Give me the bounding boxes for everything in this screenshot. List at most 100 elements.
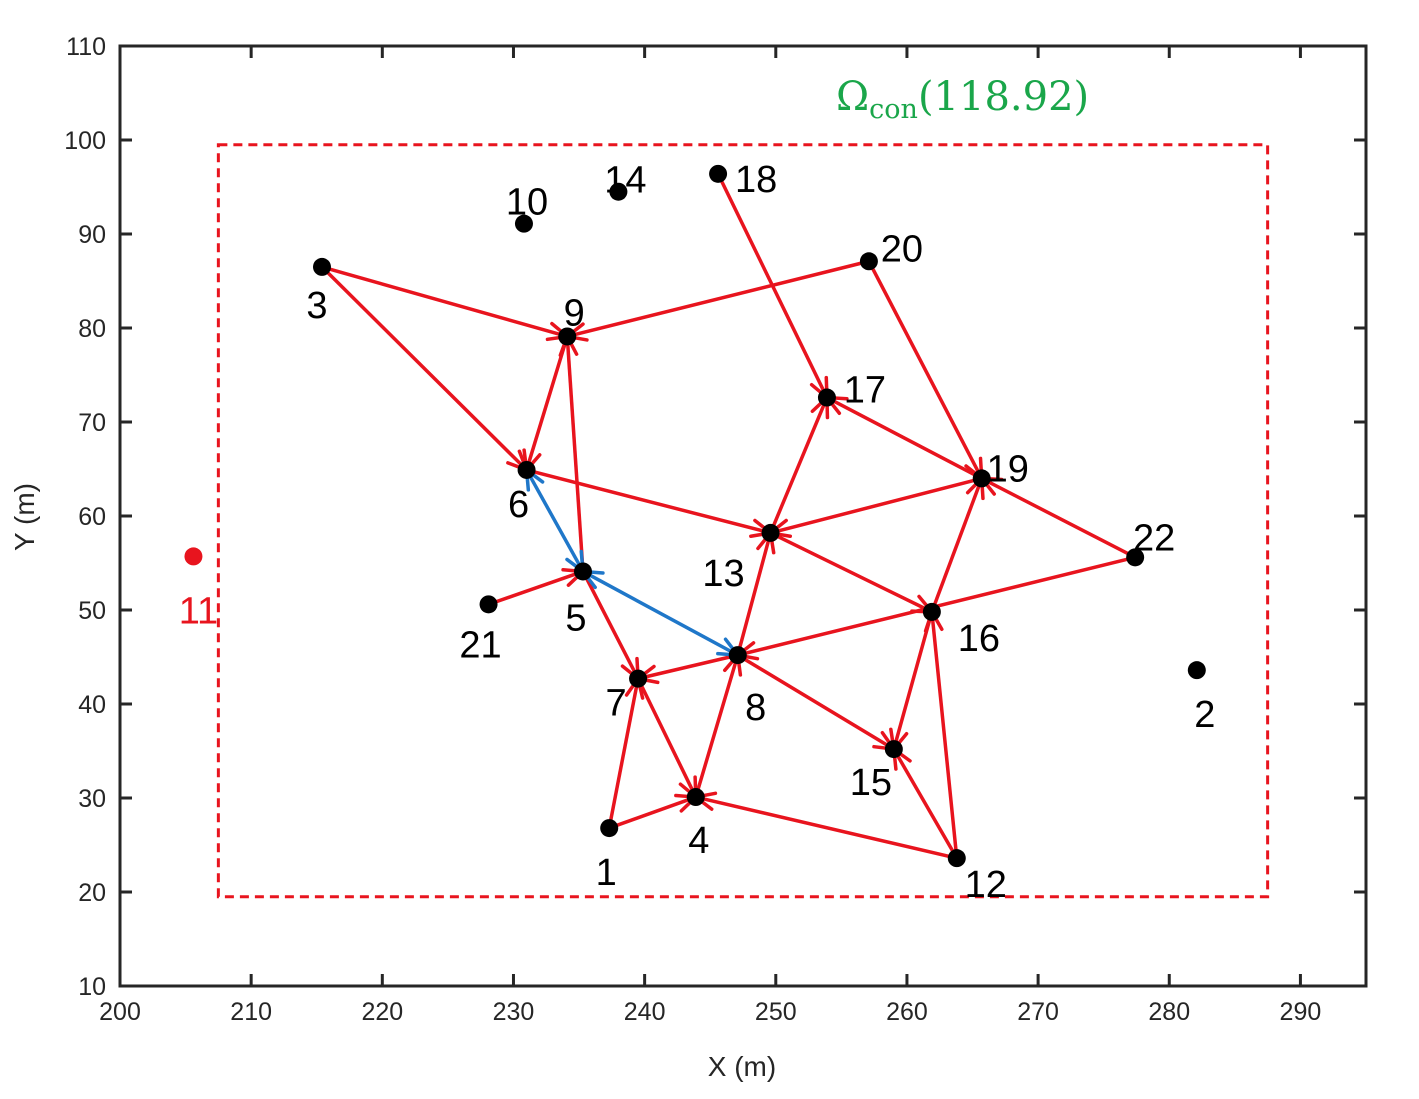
edge-5-7 <box>581 570 640 680</box>
connectivity-annotation: Ωcon(118.92) <box>836 74 1089 125</box>
node-22 <box>1126 548 1145 567</box>
y-tick-label: 70 <box>78 409 106 437</box>
edge-12-16 <box>930 611 959 859</box>
node-21 <box>479 595 498 614</box>
node-label-2: 2 <box>1194 694 1215 736</box>
node-20 <box>859 252 878 271</box>
node-4 <box>686 788 705 807</box>
node-label-12: 12 <box>965 864 1007 906</box>
x-tick-label: 230 <box>493 998 535 1026</box>
feasible-region <box>216 143 1270 899</box>
node-7 <box>629 669 648 688</box>
node-label-3: 3 <box>306 285 327 327</box>
node-10 <box>514 214 533 233</box>
edge-7-4 <box>636 677 698 798</box>
edge-13-17 <box>768 396 829 534</box>
edge-5-8 <box>582 569 739 657</box>
node-label-20: 20 <box>881 228 923 270</box>
annotation-subscript: con <box>869 94 918 125</box>
node-label-8: 8 <box>745 687 766 729</box>
node-label-14: 14 <box>604 160 646 202</box>
edge-8-7 <box>637 653 739 681</box>
x-tick-label: 250 <box>755 998 797 1026</box>
node-label-19: 19 <box>987 448 1029 490</box>
edge-19-17 <box>826 396 983 480</box>
edge-13-16 <box>769 531 933 614</box>
edge-12-4 <box>695 795 958 860</box>
edge-3-6 <box>320 265 528 472</box>
x-tick-label: 260 <box>886 998 928 1026</box>
edge-9-6 <box>524 335 569 471</box>
node-16 <box>922 602 941 621</box>
node-label-16: 16 <box>958 618 1000 660</box>
node-3 <box>312 257 331 276</box>
edge-8-13 <box>736 532 773 656</box>
node-12 <box>947 849 966 868</box>
y-tick-label: 110 <box>66 33 106 61</box>
node-5 <box>573 562 592 581</box>
node-label-15: 15 <box>850 762 892 804</box>
x-tick-label: 220 <box>361 998 403 1026</box>
node-13 <box>761 523 780 542</box>
y-tick-label: 20 <box>78 879 106 907</box>
y-tick-label: 100 <box>64 127 106 155</box>
node-label-22: 22 <box>1133 517 1175 559</box>
y-tick-label: 30 <box>78 785 106 813</box>
annotation-value: (118.92) <box>918 74 1089 120</box>
node-15 <box>884 740 903 759</box>
edge-21-5 <box>487 569 584 607</box>
edge-1-4 <box>608 795 697 830</box>
node-18 <box>709 164 728 183</box>
node-9 <box>558 327 577 346</box>
annotation-symbol: Ω <box>836 74 869 120</box>
edge-1-7 <box>607 678 640 829</box>
edge-6-5 <box>525 469 585 573</box>
y-tick-label: 80 <box>78 315 106 343</box>
y-axis-label: Y (m) <box>9 483 40 551</box>
node-11 <box>184 547 203 566</box>
node-label-5: 5 <box>565 597 586 639</box>
node-label-9: 9 <box>564 292 585 334</box>
node-17 <box>817 388 836 407</box>
edge-3-9 <box>321 265 568 339</box>
edge-5-9 <box>565 336 585 572</box>
feasible-region-layer <box>216 143 1270 899</box>
y-tick-label: 90 <box>78 221 106 249</box>
node-2 <box>1187 661 1206 680</box>
x-tick-label: 200 <box>99 998 141 1026</box>
node-label-6: 6 <box>508 484 529 526</box>
node-label-4: 4 <box>688 820 709 862</box>
node-label-13: 13 <box>702 553 744 595</box>
x-tick-label: 270 <box>1017 998 1059 1026</box>
node-8 <box>728 646 747 665</box>
edge-layer <box>320 173 1136 860</box>
axes: 200 210 220 230 240 250 260 270 280 2901020304050… <box>64 33 1368 1026</box>
y-tick-label: 50 <box>78 597 106 625</box>
node-layer <box>184 164 1206 868</box>
x-tick-label: 240 <box>624 998 666 1026</box>
edge-16-15 <box>892 611 934 750</box>
y-tick-label: 60 <box>78 503 106 531</box>
edge-6-13 <box>526 468 771 535</box>
edge-19-13 <box>770 476 983 535</box>
x-tick-label: 290 <box>1280 998 1322 1026</box>
node-19 <box>972 469 991 488</box>
node-label-7: 7 <box>606 683 627 725</box>
node-label-11: 11 <box>179 590 218 632</box>
node-label-10: 10 <box>506 182 548 224</box>
x-tick-label: 280 <box>1148 998 1190 1026</box>
x-axis-label: X (m) <box>708 1051 776 1082</box>
edge-18-17 <box>716 173 829 399</box>
edge-4-8 <box>694 654 740 798</box>
y-tick-label: 10 <box>78 973 106 1001</box>
edge-16-19 <box>930 477 984 613</box>
edge-22-19 <box>980 476 1136 559</box>
edge-12-15 <box>892 748 959 860</box>
x-tick-label: 210 <box>230 998 272 1026</box>
node-14 <box>609 182 628 201</box>
edge-20-19 <box>867 260 984 480</box>
node-label-18: 18 <box>735 159 777 201</box>
node-1 <box>600 819 619 838</box>
